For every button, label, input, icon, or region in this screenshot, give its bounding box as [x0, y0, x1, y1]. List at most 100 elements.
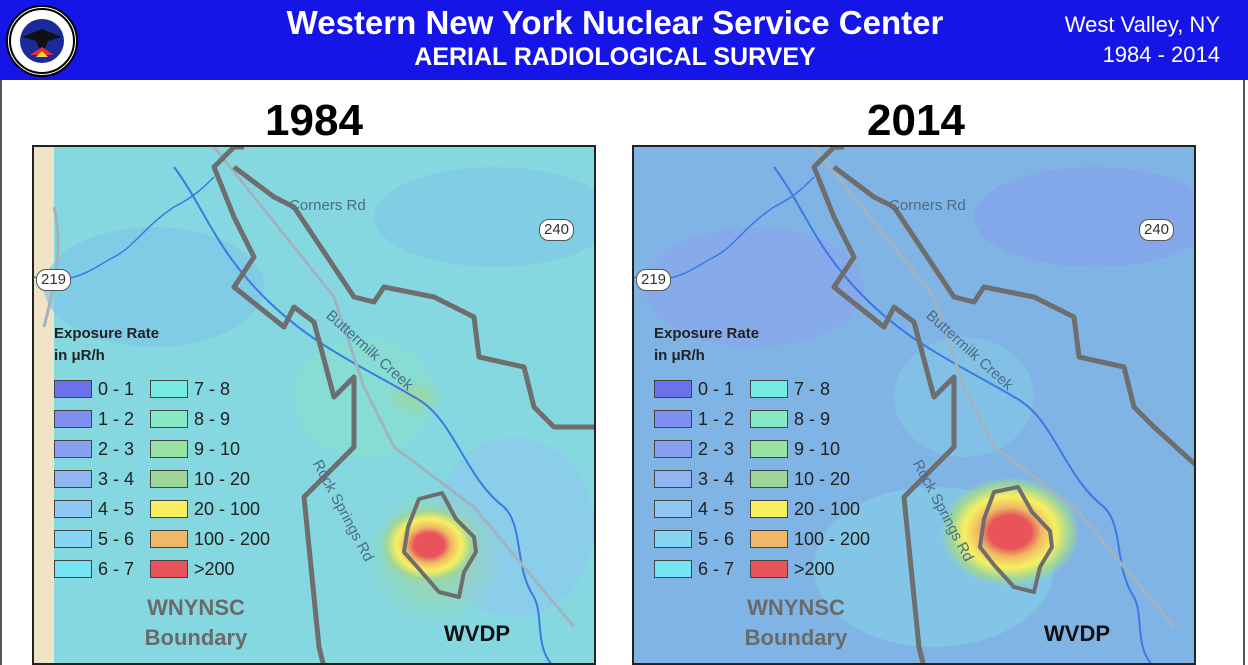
legend-label: >200 — [794, 558, 835, 579]
legend-label: 100 - 200 — [194, 528, 271, 549]
legend-swatch — [54, 530, 92, 548]
aerial-measuring-system-seal-icon — [6, 5, 78, 77]
legend-label: 4 - 5 — [98, 498, 135, 519]
legend-label: 0 - 1 — [98, 378, 135, 399]
legend-item: 7 - 8 — [750, 378, 830, 400]
legend-swatch — [150, 500, 188, 518]
legend-item: 0 - 1 — [54, 378, 134, 400]
year-heading-2014: 2014 — [867, 96, 965, 145]
legend-label: 10 - 20 — [794, 468, 851, 489]
legend-item: 5 - 6 — [654, 528, 734, 550]
legend-label: 2 - 3 — [698, 438, 735, 459]
legend-swatch — [654, 500, 692, 518]
boundary-label-line1: WNYNSC — [747, 595, 845, 620]
legend-label: 8 - 9 — [794, 408, 831, 429]
content-frame — [0, 80, 1245, 665]
legend-swatch — [150, 560, 188, 578]
legend-label: 6 - 7 — [98, 558, 135, 579]
legend-label: 6 - 7 — [698, 558, 735, 579]
header-banner: Western New York Nuclear Service Center … — [0, 0, 1248, 80]
legend-swatch — [54, 470, 92, 488]
road-label-corners-rd: Corners Rd — [889, 197, 966, 214]
legend-swatch — [150, 380, 188, 398]
legend-label: 8 - 9 — [194, 408, 231, 429]
map-graphic-1984 — [34, 147, 594, 663]
legend-item: 100 - 200 — [150, 528, 270, 550]
legend-item: 2 - 3 — [54, 438, 134, 460]
legend-swatch — [750, 560, 788, 578]
map-panel-1984: Corners Rd Buttermilk Creek Rock Springs… — [32, 145, 596, 665]
legend-title: Exposure Rate in μR/h — [54, 323, 159, 367]
boundary-label-line2: Boundary — [144, 625, 248, 650]
legend-title: Exposure Rate in μR/h — [654, 323, 759, 367]
legend-swatch — [654, 530, 692, 548]
legend-item: 1 - 2 — [654, 408, 734, 430]
legend-item: 6 - 7 — [54, 558, 134, 580]
legend-swatch — [654, 560, 692, 578]
legend-item: 7 - 8 — [150, 378, 230, 400]
legend-label: 9 - 10 — [794, 438, 841, 459]
wnynsc-boundary-label: WNYNSC Boundary — [726, 593, 866, 653]
legend-swatch — [750, 410, 788, 428]
legend-label: 5 - 6 — [698, 528, 735, 549]
legend-swatch — [54, 440, 92, 458]
legend-item: 5 - 6 — [54, 528, 134, 550]
legend-title-line2: in μR/h — [654, 347, 705, 364]
location-text: West Valley, NY — [1064, 12, 1220, 37]
legend-label: 3 - 4 — [698, 468, 735, 489]
route-shield-240: 240 — [1139, 219, 1175, 241]
legend-label: 20 - 100 — [194, 498, 261, 519]
legend-item: 9 - 10 — [150, 438, 240, 460]
legend-item: 9 - 10 — [750, 438, 840, 460]
legend-item: 8 - 9 — [750, 408, 830, 430]
map-graphic-2014 — [634, 147, 1194, 663]
legend-swatch — [654, 410, 692, 428]
legend-swatch — [54, 560, 92, 578]
wvdp-site-label: WVDP — [1044, 621, 1110, 646]
legend-swatch — [654, 380, 692, 398]
route-shield-219: 219 — [636, 269, 672, 291]
page-subtitle: AERIAL RADIOLOGICAL SURVEY — [414, 43, 816, 71]
legend-item: 3 - 4 — [654, 468, 734, 490]
legend-label: 4 - 5 — [698, 498, 735, 519]
legend-item: 4 - 5 — [54, 498, 134, 520]
legend-swatch — [750, 470, 788, 488]
legend-title-line1: Exposure Rate — [54, 325, 160, 342]
legend-item: 20 - 100 — [750, 498, 860, 520]
boundary-label-line2: Boundary — [744, 625, 848, 650]
legend-label: 3 - 4 — [98, 468, 135, 489]
legend-swatch — [150, 410, 188, 428]
legend-item: 0 - 1 — [654, 378, 734, 400]
legend-item: 100 - 200 — [750, 528, 870, 550]
legend-swatch — [150, 470, 188, 488]
legend-swatch — [54, 380, 92, 398]
legend-label: 20 - 100 — [794, 498, 861, 519]
legend-item: 10 - 20 — [750, 468, 850, 490]
legend-label: 7 - 8 — [194, 378, 231, 399]
legend-label: 7 - 8 — [794, 378, 831, 399]
route-shield-219: 219 — [36, 269, 72, 291]
legend-swatch — [654, 470, 692, 488]
legend-item: 8 - 9 — [150, 408, 230, 430]
legend-swatch — [750, 530, 788, 548]
legend-swatch — [750, 500, 788, 518]
year-heading-1984: 1984 — [265, 96, 363, 145]
legend-label: 0 - 1 — [698, 378, 735, 399]
legend-item: 20 - 100 — [150, 498, 260, 520]
legend-label: 1 - 2 — [98, 408, 135, 429]
legend-label: 9 - 10 — [194, 438, 241, 459]
legend-swatch — [54, 500, 92, 518]
legend-item: 6 - 7 — [654, 558, 734, 580]
legend-title-line2: in μR/h — [54, 347, 105, 364]
legend-swatch — [750, 380, 788, 398]
legend-title-line1: Exposure Rate — [654, 325, 760, 342]
legend-item: 10 - 20 — [150, 468, 250, 490]
legend-label: 10 - 20 — [194, 468, 251, 489]
years-text: 1984 - 2014 — [1102, 42, 1220, 67]
legend-swatch — [654, 440, 692, 458]
legend-item: >200 — [150, 558, 235, 580]
legend-item: 1 - 2 — [54, 408, 134, 430]
legend-item: 4 - 5 — [654, 498, 734, 520]
legend-item: >200 — [750, 558, 835, 580]
legend-swatch — [750, 440, 788, 458]
